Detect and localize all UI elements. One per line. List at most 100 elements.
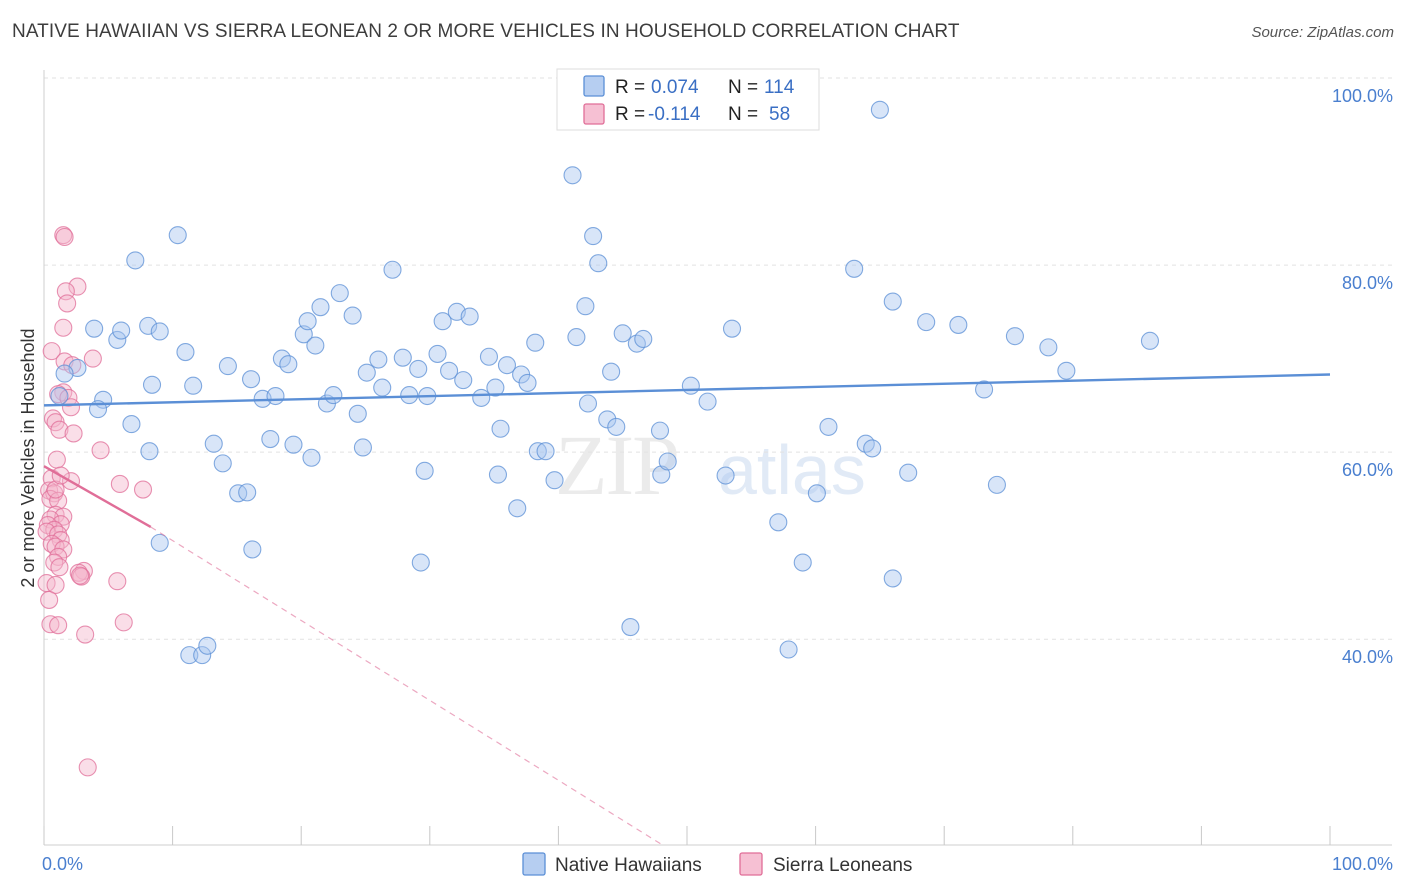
chart-source: Source: ZipAtlas.com [1251,24,1394,41]
native-hawaiians-point-83 [1039,338,1058,357]
native-hawaiians-point-23 [306,336,325,355]
native-hawaiians-point-102 [578,394,598,413]
native-hawaiians-point-16 [241,370,261,389]
series-legend: Native Hawaiians Sierra Leoneans [522,852,912,876]
native-hawaiians-point-10 [50,386,69,406]
native-hawaiians-point-32 [383,260,402,279]
native-hawaiians-point-87 [883,569,902,588]
sierra-leoneans-point-46 [70,566,90,585]
sierra-leoneans-point-47 [108,572,127,591]
watermark-text-atlas: atlas [718,431,866,509]
native-hawaiians-point-60 [602,362,621,381]
native-hawaiians-point-35 [409,359,428,378]
native-hawaiians-point-24 [311,298,330,317]
x-tick-label-min: 0.0% [42,854,83,874]
sierra-leoneans-point-13 [61,398,81,417]
native-hawaiians-point-45 [486,378,505,397]
native-hawaiians-point-55 [567,328,586,347]
native-hawaiians-point-101 [508,499,527,518]
native-hawaiians-point-14 [184,376,203,395]
sierra-leoneans-point-53 [114,613,133,632]
sierra-leoneans-point-56 [46,480,65,499]
sierra-leoneans-point-19 [47,450,66,469]
legend-r-label-1: R = [615,104,645,125]
native-hawaiians-point-73 [845,259,864,278]
native-hawaiians-point-80 [975,380,994,399]
legend-r-value-0: 0.074 [651,77,699,98]
sierra-leoneans-point-6 [42,342,61,361]
sierra-leoneans-point-17 [64,424,83,443]
native-hawaiians-point-76 [883,292,902,311]
bottom-legend-swatch-native-hawaiians [522,852,546,876]
native-hawaiians-point-106 [716,466,735,485]
native-hawaiians-point-0 [126,251,145,270]
sierra-leoneans-point-23 [133,480,153,499]
sierra-leoneans-trend-line [43,465,152,529]
native-hawaiians-point-104 [650,421,670,440]
native-hawaiians-point-15 [218,357,237,376]
native-hawaiians-point-96 [150,533,169,552]
native-hawaiians-point-18 [266,386,285,406]
sierra-leoneans-point-7 [83,349,102,368]
y-axis-tick-labels: 40.0% 60.0% 80.0% 100.0% [1332,86,1393,667]
native-hawaiians-point-31 [373,378,392,397]
trend-lines [43,373,1331,846]
native-hawaiians-point-58 [589,254,608,273]
native-hawaiians-point-53 [545,471,564,490]
native-hawaiians-point-95 [140,442,159,461]
native-hawaiians-point-74 [856,434,875,453]
native-hawaiians-point-46 [491,419,510,438]
sierra-leoneans-point-2 [68,277,87,296]
native-hawaiians-point-107 [779,640,798,659]
native-hawaiians-point-90 [229,484,248,503]
native-hawaiians-point-61 [613,324,632,343]
native-hawaiians-point-81 [987,475,1006,494]
native-hawaiians-point-30 [369,350,388,369]
native-hawaiians-point-64 [652,465,671,484]
native-hawaiians-point-27 [330,284,349,303]
legend-n-value-0: 114 [764,77,795,98]
native-hawaiians-point-105 [607,417,626,436]
native-hawaiians-point-97 [180,646,199,665]
sierra-leoneans-trend-extension [150,526,663,846]
sierra-leoneans-point-18 [91,441,110,460]
native-hawaiians-point-67 [698,392,717,411]
native-hawaiians-point-86 [870,100,889,119]
native-hawaiians-point-93 [261,430,280,449]
legend-n-value-1: 58 [769,104,790,125]
native-hawaiians-point-82 [1005,327,1024,346]
native-hawaiians-point-89 [213,454,232,473]
native-hawaiians-point-98 [193,646,212,665]
legend-n-label-0: N = [728,77,758,98]
sierra-leoneans-point-50 [40,590,59,609]
native-hawaiians-point-50 [526,333,545,352]
native-hawaiians-point-109 [353,438,372,457]
sierra-leoneans-point-42 [50,558,69,577]
native-hawaiians-point-47 [497,356,517,375]
sierra-leoneans-point-1 [55,227,74,247]
native-hawaiians-point-111 [488,465,508,484]
native-hawaiians-point-88 [204,434,223,453]
native-hawaiians-point-26 [324,386,343,405]
native-hawaiians-point-70 [793,553,812,572]
native-hawaiians-point-51 [528,442,547,461]
native-hawaiians-point-49 [518,373,537,392]
watermark-text: ZIP [555,417,678,513]
native-hawaiians-point-108 [348,404,367,423]
legend-swatch-sierra-leoneans [583,103,605,125]
native-hawaiians-point-34 [400,386,419,405]
native-hawaiians-point-3 [108,330,127,349]
native-hawaiians-point-66 [681,376,700,395]
native-hawaiians-point-52 [536,442,555,461]
x-axis-ticks [43,826,1331,845]
native-hawaiians-point-103 [621,618,640,637]
native-hawaiians-point-56 [576,297,595,316]
y-tick-label-100: 100.0% [1332,86,1393,106]
legend-r-value-1: -0.114 [648,104,701,125]
native-hawaiians-point-20 [279,355,298,374]
native-hawaiians-point-112 [122,415,141,434]
sierra-leoneans-point-45 [72,567,91,586]
native-hawaiians-point-13 [176,343,195,362]
native-hawaiians-point-44 [479,347,499,366]
legend-n-label-1: N = [728,104,758,125]
